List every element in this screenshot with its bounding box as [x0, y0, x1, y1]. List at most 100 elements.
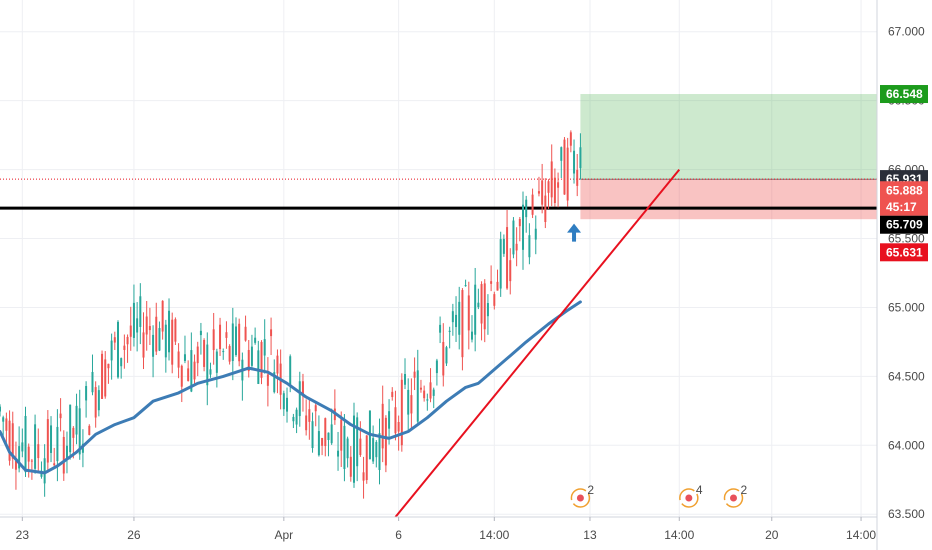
y-tick-label: 67.000 — [888, 25, 925, 39]
candle-body — [0, 406, 1, 412]
candle-body — [400, 379, 403, 446]
y-tick-label: 65.500 — [888, 232, 925, 246]
candle-body — [206, 344, 209, 386]
arrow-marker[interactable] — [567, 223, 582, 242]
candle-body — [43, 458, 46, 484]
candle-body — [330, 424, 333, 444]
candle-body — [266, 374, 269, 386]
candle-body — [576, 169, 579, 186]
candle-body — [219, 324, 222, 350]
target-zone[interactable] — [580, 94, 877, 180]
x-tick-label: 14:00 — [479, 528, 509, 542]
candle-body — [381, 403, 384, 449]
candle-body — [120, 358, 123, 367]
candle-body — [152, 334, 155, 357]
candle-body — [132, 302, 135, 338]
price-tag-bg — [880, 181, 928, 200]
candle-body — [270, 329, 273, 337]
candle-body — [410, 395, 413, 414]
x-tick-label: 13 — [583, 528, 597, 542]
candle-body — [321, 437, 324, 446]
candle-body — [91, 371, 94, 393]
candle-body — [349, 456, 352, 477]
candle-body — [518, 219, 521, 227]
candle-body — [458, 301, 461, 335]
candle-body — [78, 408, 81, 455]
event-markers[interactable]: 2 4 2 — [570, 483, 747, 508]
candle-body — [356, 417, 359, 467]
candle-body — [126, 336, 129, 345]
trendline[interactable] — [394, 168, 681, 518]
candle-body — [254, 337, 257, 343]
candle-body — [113, 337, 116, 343]
candle-body — [305, 415, 308, 431]
candle-body — [18, 446, 21, 469]
candle-body — [359, 438, 362, 455]
candle-body — [107, 363, 110, 369]
candle-body — [537, 191, 540, 194]
candle-body — [94, 387, 97, 418]
candle-body — [515, 243, 518, 251]
candle-body — [423, 390, 426, 399]
candle-body — [337, 450, 340, 457]
candle-body — [429, 382, 432, 399]
trendline-segment[interactable] — [394, 168, 681, 518]
price-tag-bg — [880, 85, 928, 104]
candle-body — [8, 420, 11, 461]
y-tick-label: 63.500 — [888, 507, 925, 521]
stop-zone[interactable] — [580, 179, 877, 220]
candle-body — [69, 404, 72, 453]
candle-body — [59, 413, 62, 419]
candle-body — [311, 421, 314, 449]
horizontal-lines[interactable] — [0, 178, 877, 210]
candle-body — [81, 443, 84, 453]
candlesticks — [0, 130, 582, 499]
candle-body — [448, 330, 451, 333]
candle-body — [129, 325, 132, 337]
x-tick-label: Apr — [274, 528, 293, 542]
candle-body — [171, 319, 174, 365]
candle-body — [234, 326, 237, 356]
candle-body — [72, 427, 75, 438]
candle-body — [97, 390, 100, 411]
candle-body — [470, 331, 473, 340]
candle-body — [404, 373, 407, 385]
candle-body — [512, 220, 515, 255]
event-marker-count: 4 — [696, 483, 703, 497]
candle-body — [148, 326, 151, 331]
candle-body — [161, 300, 164, 332]
grid-lines — [0, 0, 877, 517]
candle-body — [104, 359, 107, 397]
price-axis[interactable]: 67.00066.50066.00065.50065.00064.50064.0… — [888, 25, 925, 522]
position-zones[interactable] — [580, 94, 877, 220]
candle-body — [362, 472, 365, 481]
candle-body — [419, 387, 422, 390]
candle-body — [493, 294, 496, 306]
time-axis[interactable]: 23 26 Apr 6 14:00 13 14:00 20 14:00 — [16, 517, 877, 542]
candle-body — [502, 238, 505, 254]
candle-body — [145, 316, 148, 335]
price-tag-bg — [880, 197, 928, 216]
x-tick-label: 6 — [395, 528, 402, 542]
candle-body — [384, 417, 387, 466]
up-arrow-icon[interactable] — [567, 223, 582, 242]
candle-body — [352, 415, 355, 483]
price-tag-label: 45:17 — [886, 200, 917, 214]
y-tick-label: 65.000 — [888, 300, 925, 314]
candle-body — [544, 195, 547, 223]
event-marker-count: 2 — [587, 483, 594, 497]
candle-body — [474, 284, 477, 335]
candle-body — [53, 463, 56, 466]
price-tag-label: 65.709 — [886, 218, 923, 232]
candle-body — [183, 354, 186, 361]
candle-body — [65, 445, 68, 459]
candle-body — [286, 397, 289, 412]
candle-body — [62, 436, 65, 474]
candle-body — [11, 423, 14, 459]
candle-body — [397, 422, 400, 432]
candle-body — [193, 361, 196, 380]
candle-body — [37, 444, 40, 459]
